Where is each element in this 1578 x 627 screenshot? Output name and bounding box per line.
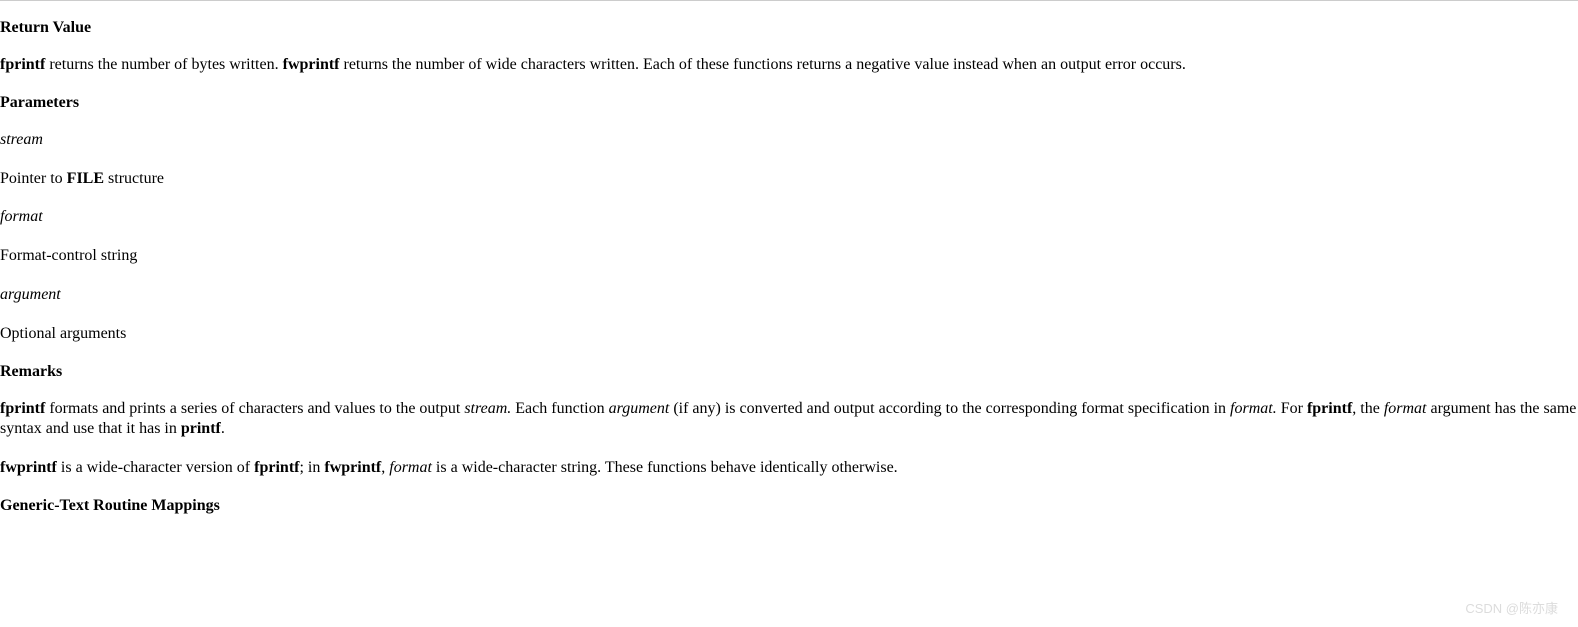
text: structure <box>104 170 164 187</box>
term-format: format. <box>1230 400 1277 417</box>
mappings-heading: Generic-Text Routine Mappings <box>0 497 1578 515</box>
term-format: format <box>1384 400 1427 417</box>
text: Each function <box>511 400 608 417</box>
text: (if any) is converted and output accordi… <box>669 400 1230 417</box>
fn-fprintf: fprintf <box>254 459 299 476</box>
fn-fprintf: fprintf <box>0 56 45 73</box>
text: For <box>1277 400 1307 417</box>
text: is a wide-character version of <box>57 459 254 476</box>
param-name: stream <box>0 131 43 148</box>
term-stream: stream. <box>464 400 511 417</box>
fn-fwprintf: fwprintf <box>0 459 57 476</box>
param-format-name: format <box>0 207 1578 228</box>
param-argument-desc: Optional arguments <box>0 324 1578 345</box>
text: . <box>221 420 225 437</box>
param-stream-desc: Pointer to FILE structure <box>0 169 1578 190</box>
param-argument-name: argument <box>0 285 1578 306</box>
watermark: CSDN @陈亦康 <box>1465 598 1558 617</box>
term-argument: argument <box>609 400 670 417</box>
fn-fprintf: fprintf <box>1307 400 1352 417</box>
text: returns the number of wide characters wr… <box>340 56 1186 73</box>
param-name: argument <box>0 286 61 303</box>
param-stream-name: stream <box>0 130 1578 151</box>
doc-content: Return Value fprintf returns the number … <box>0 19 1578 515</box>
param-format-desc: Format-control string <box>0 246 1578 267</box>
term-format: format <box>389 459 432 476</box>
fn-fprintf: fprintf <box>0 400 45 417</box>
text: returns the number of bytes written. <box>45 56 282 73</box>
type-file: FILE <box>67 170 104 187</box>
text: ; in <box>299 459 324 476</box>
parameters-heading: Parameters <box>0 94 1578 112</box>
remarks-heading: Remarks <box>0 363 1578 381</box>
return-value-paragraph: fprintf returns the number of bytes writ… <box>0 55 1578 76</box>
remarks-paragraph-1: fprintf formats and prints a series of c… <box>0 399 1578 441</box>
fn-fwprintf: fwprintf <box>283 56 340 73</box>
fn-fwprintf: fwprintf <box>324 459 381 476</box>
text: is a wide-character string. These functi… <box>432 459 898 476</box>
text: Pointer to <box>0 170 67 187</box>
text: , the <box>1352 400 1384 417</box>
fn-printf: printf <box>181 420 221 437</box>
remarks-paragraph-2: fwprintf is a wide-character version of … <box>0 458 1578 479</box>
return-value-heading: Return Value <box>0 19 1578 37</box>
text: formats and prints a series of character… <box>45 400 464 417</box>
param-name: format <box>0 208 43 225</box>
